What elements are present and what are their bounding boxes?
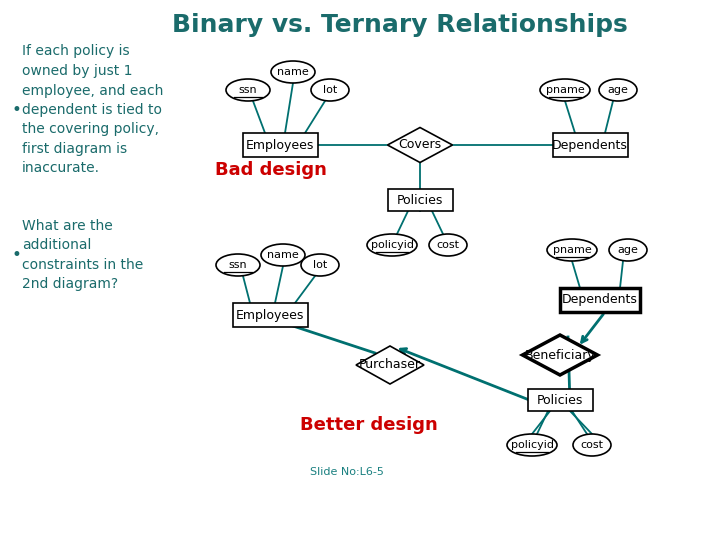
- Text: Policies: Policies: [537, 394, 583, 407]
- Text: Policies: Policies: [397, 193, 444, 206]
- Text: Employees: Employees: [246, 138, 314, 152]
- Text: policyid: policyid: [510, 440, 554, 450]
- Text: If each policy is
owned by just 1
employee, and each
dependent is tied to
the co: If each policy is owned by just 1 employ…: [22, 44, 163, 176]
- Ellipse shape: [301, 254, 339, 276]
- Text: Covers: Covers: [398, 138, 441, 152]
- FancyBboxPatch shape: [528, 389, 593, 411]
- FancyBboxPatch shape: [552, 133, 628, 157]
- FancyBboxPatch shape: [243, 133, 318, 157]
- Ellipse shape: [609, 239, 647, 261]
- Ellipse shape: [547, 239, 597, 261]
- Text: ssn: ssn: [229, 260, 247, 270]
- Text: Employees: Employees: [236, 308, 304, 321]
- Ellipse shape: [216, 254, 260, 276]
- Ellipse shape: [226, 79, 270, 101]
- Text: name: name: [277, 67, 309, 77]
- Text: lot: lot: [313, 260, 327, 270]
- Text: •: •: [12, 101, 22, 119]
- Text: lot: lot: [323, 85, 337, 95]
- Text: cost: cost: [436, 240, 459, 250]
- Polygon shape: [356, 346, 424, 384]
- FancyBboxPatch shape: [387, 189, 452, 211]
- Ellipse shape: [311, 79, 349, 101]
- Text: pname: pname: [553, 245, 591, 255]
- Ellipse shape: [599, 79, 637, 101]
- Polygon shape: [387, 127, 452, 163]
- Text: Dependents: Dependents: [552, 138, 628, 152]
- Text: Purchaser: Purchaser: [359, 359, 421, 372]
- Ellipse shape: [573, 434, 611, 456]
- Ellipse shape: [429, 234, 467, 256]
- Text: age: age: [618, 245, 639, 255]
- Text: cost: cost: [580, 440, 603, 450]
- Ellipse shape: [540, 79, 590, 101]
- Ellipse shape: [507, 434, 557, 456]
- Text: Dependents: Dependents: [562, 294, 638, 307]
- Text: Bad design: Bad design: [215, 161, 327, 179]
- Text: Better design: Better design: [300, 416, 438, 434]
- Text: •: •: [12, 246, 22, 264]
- Ellipse shape: [367, 234, 417, 256]
- Text: Beneficiary: Beneficiary: [525, 348, 595, 361]
- Ellipse shape: [271, 61, 315, 83]
- Text: ssn: ssn: [239, 85, 257, 95]
- Text: pname: pname: [546, 85, 585, 95]
- Text: age: age: [608, 85, 629, 95]
- FancyBboxPatch shape: [233, 303, 307, 327]
- Ellipse shape: [261, 244, 305, 266]
- Text: Slide No:L6-5: Slide No:L6-5: [310, 467, 384, 477]
- Text: policyid: policyid: [371, 240, 413, 250]
- Text: name: name: [267, 250, 299, 260]
- FancyBboxPatch shape: [560, 288, 640, 312]
- Text: Binary vs. Ternary Relationships: Binary vs. Ternary Relationships: [172, 13, 628, 37]
- Text: What are the
additional
constraints in the
2nd diagram?: What are the additional constraints in t…: [22, 219, 143, 291]
- Polygon shape: [523, 335, 598, 375]
